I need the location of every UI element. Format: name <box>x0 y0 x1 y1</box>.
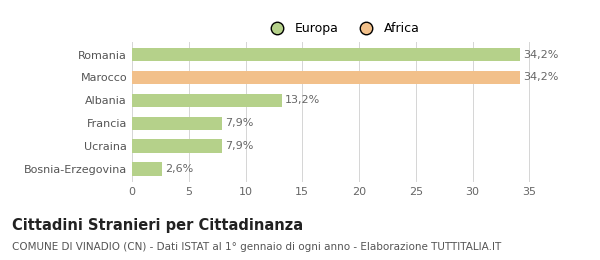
Text: 13,2%: 13,2% <box>285 95 320 105</box>
Text: 34,2%: 34,2% <box>524 50 559 60</box>
Text: 7,9%: 7,9% <box>225 118 253 128</box>
Bar <box>132 48 520 61</box>
Text: 2,6%: 2,6% <box>165 164 193 174</box>
Bar <box>132 94 282 107</box>
Bar <box>132 139 221 153</box>
Text: 7,9%: 7,9% <box>225 141 253 151</box>
Bar <box>132 71 520 84</box>
Legend: Europa, Africa: Europa, Africa <box>260 17 424 40</box>
Bar <box>132 162 161 176</box>
Text: Cittadini Stranieri per Cittadinanza: Cittadini Stranieri per Cittadinanza <box>12 218 303 233</box>
Text: 34,2%: 34,2% <box>524 73 559 82</box>
Bar <box>132 116 221 130</box>
Text: COMUNE DI VINADIO (CN) - Dati ISTAT al 1° gennaio di ogni anno - Elaborazione TU: COMUNE DI VINADIO (CN) - Dati ISTAT al 1… <box>12 242 501 252</box>
